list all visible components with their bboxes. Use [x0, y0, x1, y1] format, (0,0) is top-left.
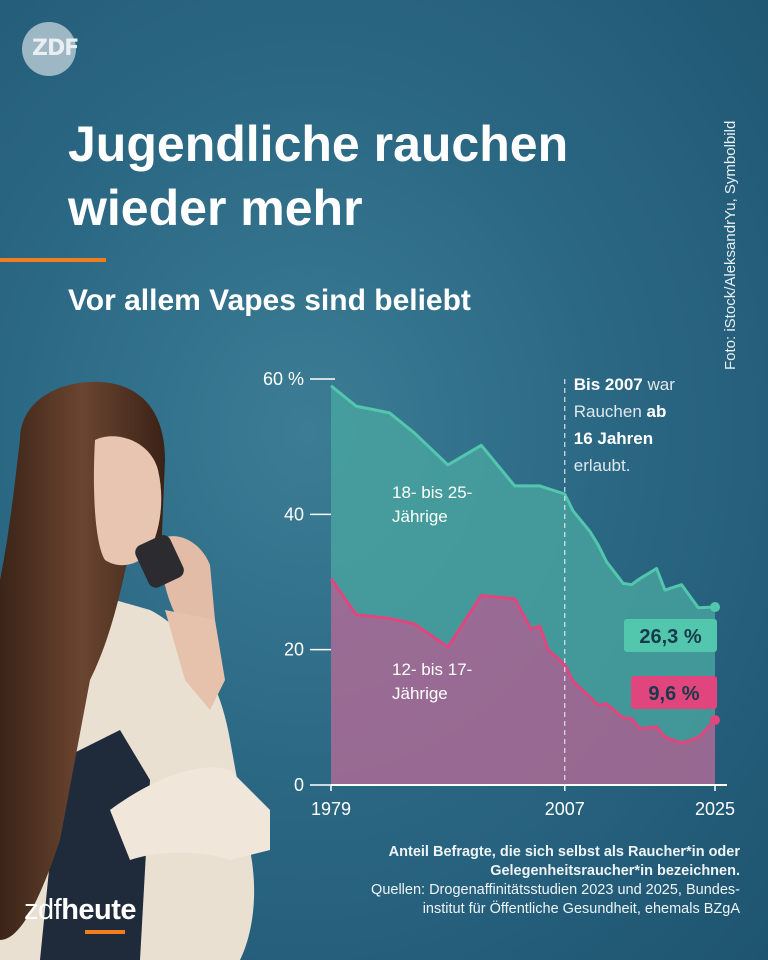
line-12-17	[329, 577, 717, 745]
footnote-sources-1: Quellen: Drogenaffinitätsstudien 2023 un…	[371, 882, 740, 898]
annotation-text: 16 Jahren	[574, 429, 653, 448]
annotation-segment: ab	[647, 402, 667, 421]
y-tick-label: 60 %	[263, 369, 304, 389]
person-photo	[0, 381, 270, 960]
series-label: Jährige	[392, 507, 448, 526]
chart-footnote: Anteil Befragte, die sich selbst als Rau…	[270, 843, 740, 919]
series-label: 12- bis 17-	[392, 660, 472, 679]
zdf-logo-text: ZDF	[32, 36, 79, 61]
brand-part2: heute	[61, 894, 137, 926]
area-18-25	[331, 385, 715, 743]
accent-divider	[0, 258, 106, 262]
annotation-segment: Rauchen	[574, 402, 647, 421]
value-box-label: 26,3 %	[639, 626, 701, 648]
zdfheute-logo: zdfheute	[24, 894, 137, 934]
page-title: Jugendliche rauchen wieder mehr	[68, 116, 569, 236]
line-18-25	[330, 384, 716, 610]
annotation-text: Rauchen ab	[574, 402, 667, 421]
annotation-text: erlaubt.	[574, 456, 631, 475]
y-tick-label: 20	[284, 640, 304, 660]
annotation-text: Bis 2007 war	[574, 375, 675, 394]
brand-underline	[85, 930, 125, 934]
x-tick-label: 1979	[311, 799, 351, 819]
x-tick-label: 2025	[695, 799, 735, 819]
footnote-sources-2: institut für Öffentliche Gesundheit, ehe…	[422, 901, 740, 917]
y-tick-label: 0	[294, 775, 304, 795]
x-tick-label: 2007	[545, 799, 585, 819]
annotation-segment: erlaubt.	[574, 456, 631, 475]
end-point-12-17	[710, 715, 720, 726]
y-tick-label: 40	[284, 504, 304, 524]
series-label: 18- bis 25-	[392, 483, 472, 502]
footnote-description-1: Anteil Befragte, die sich selbst als Rau…	[388, 844, 740, 860]
end-point-18-25	[710, 602, 720, 613]
area-12-17	[331, 578, 715, 785]
annotation-segment: 16 Jahren	[574, 429, 653, 448]
value-box	[624, 619, 717, 652]
brand-part1: zdf	[24, 894, 62, 926]
page-subtitle: Vor allem Vapes sind beliebt	[68, 284, 471, 317]
series-label: Jährige	[392, 684, 448, 703]
annotation-segment: war	[643, 375, 675, 394]
footnote-description-2: Gelegenheitsraucher*in bezeichnen.	[490, 863, 740, 879]
zdf-logo: ZDF	[22, 22, 79, 76]
value-box-label: 9,6 %	[648, 683, 699, 705]
value-box	[631, 676, 717, 709]
annotation-segment: Bis 2007	[574, 375, 643, 394]
